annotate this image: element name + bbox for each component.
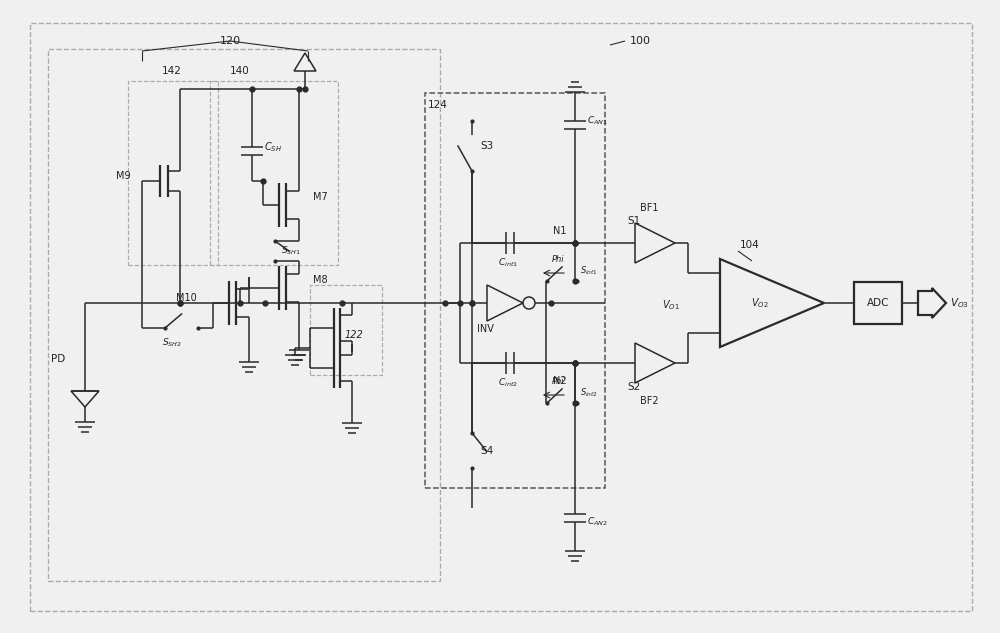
- Text: M8: M8: [313, 275, 328, 285]
- Bar: [48, 49, 440, 581]
- Text: N1: N1: [553, 226, 566, 236]
- Text: PD: PD: [51, 354, 65, 364]
- Text: ADC: ADC: [867, 298, 889, 308]
- Text: $C_{AN1}$: $C_{AN1}$: [587, 115, 608, 127]
- Text: $C_{int1}$: $C_{int1}$: [498, 257, 518, 269]
- Bar: [854, 282, 902, 324]
- Text: $S_{SH2}$: $S_{SH2}$: [162, 337, 182, 349]
- Text: 104: 104: [740, 240, 760, 250]
- Text: M7: M7: [313, 192, 328, 202]
- Text: BF1: BF1: [640, 203, 658, 213]
- Text: BF2: BF2: [640, 396, 659, 406]
- Text: S4: S4: [480, 446, 493, 456]
- Text: $S_{int2}$: $S_{int2}$: [580, 387, 598, 399]
- Text: 100: 100: [630, 36, 651, 46]
- Text: INV: INV: [477, 324, 494, 334]
- Text: $S_{SH1}$: $S_{SH1}$: [281, 245, 301, 257]
- Text: 140: 140: [230, 66, 250, 76]
- Bar: [425, 93, 605, 488]
- Text: S3: S3: [480, 141, 493, 151]
- Text: Phi: Phi: [552, 254, 565, 263]
- Text: $C_{AN2}$: $C_{AN2}$: [587, 516, 608, 529]
- Bar: [210, 81, 338, 265]
- Text: $C_{SH}$: $C_{SH}$: [264, 140, 282, 154]
- Text: 120: 120: [219, 36, 241, 46]
- Text: 122: 122: [345, 330, 364, 340]
- Text: M9: M9: [116, 171, 131, 181]
- Bar: [310, 285, 382, 375]
- Text: $V_{O2}$: $V_{O2}$: [751, 296, 769, 310]
- Text: 142: 142: [162, 66, 182, 76]
- Text: $V_{O1}$: $V_{O1}$: [662, 298, 680, 312]
- Text: Phi': Phi': [552, 377, 567, 385]
- Text: N2: N2: [553, 376, 567, 386]
- Text: $S_{int1}$: $S_{int1}$: [580, 265, 598, 277]
- Text: S1: S1: [627, 216, 640, 226]
- Text: $V_{O3}$: $V_{O3}$: [950, 296, 969, 310]
- Text: $C_{int2}$: $C_{int2}$: [498, 377, 518, 389]
- Text: S2: S2: [627, 382, 640, 392]
- Text: M10: M10: [176, 293, 197, 303]
- Bar: [128, 81, 218, 265]
- Text: 124: 124: [428, 100, 448, 110]
